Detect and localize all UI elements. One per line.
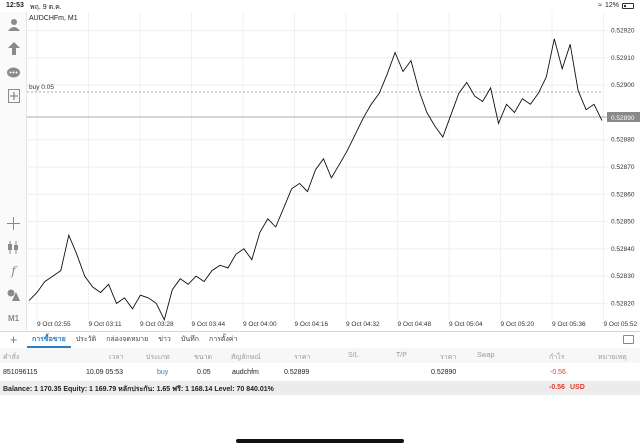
bottom-tab-bar: + การซื้อขาย ประวัติ กล่องจดหมาย ข่าว บั… — [0, 331, 640, 348]
col-symbol: สัญลักษณ์ — [231, 354, 261, 361]
status-bar: 12:53 พฤ. 9 ต.ค. ≈ 12% — [0, 0, 640, 12]
time-tick-label: 9 Oct 04:32 — [346, 321, 380, 328]
time-tick-label: 9 Oct 03:44 — [192, 321, 226, 328]
new-order-button[interactable]: + — [9, 331, 18, 347]
price-tick-label: 0.52860 — [611, 191, 635, 198]
profit-currency: USD — [570, 384, 585, 391]
balance-summary: Balance: 1 170.35 Equity: 1 169.79 หลักป… — [3, 386, 274, 393]
price-tick-label: 0.52830 — [611, 273, 635, 280]
cell-order: 851096115 — [3, 369, 38, 376]
objects-icon[interactable] — [5, 286, 22, 303]
time-tick-label: 9 Oct 05:04 — [449, 321, 483, 328]
table-row[interactable]: 851096115 10.09 05:53 buy 0.05 audchfm 0… — [0, 365, 640, 380]
status-time: 12:53 — [6, 2, 24, 9]
candles-icon[interactable] — [5, 239, 22, 256]
user-icon[interactable] — [5, 16, 22, 33]
price-tick-label: 0.52900 — [611, 82, 635, 89]
time-tick-label: 9 Oct 04:16 — [295, 321, 329, 328]
tab-news[interactable]: ข่าว — [158, 335, 171, 343]
timeframe-label[interactable]: M1 — [7, 314, 20, 323]
col-swap: Swap — [477, 352, 495, 359]
tab-trade[interactable]: การซื้อขาย — [27, 332, 71, 348]
cell-size: 0.05 — [197, 369, 211, 376]
price-tick-label: 0.52920 — [611, 28, 635, 35]
cell-open-price: 0.52899 — [284, 369, 310, 376]
cell-symbol: audchfm — [232, 369, 259, 376]
tab-mailbox[interactable]: กล่องจดหมาย — [106, 335, 149, 343]
cell-profit: -0.56 — [550, 369, 566, 376]
price-chart[interactable]: AUDCHFm, M1 0.52920 0.52910 0.52900 0.52880… — [27, 12, 640, 330]
home-indicator — [236, 439, 404, 443]
buy-line-label: buy 0.05 — [29, 84, 54, 91]
symbol-label: AUDCHFm, M1 — [29, 15, 78, 22]
left-toolbar: f M1 — [0, 12, 27, 330]
wifi-icon: ≈ — [598, 2, 602, 9]
time-tick-label: 9 Oct 05:36 — [552, 321, 586, 328]
time-tick-label: 9 Oct 02:55 — [37, 321, 71, 328]
status-right: ≈ 12% — [598, 2, 634, 9]
price-tick-label: 0.52850 — [611, 219, 635, 226]
cell-price: 0.52890 — [431, 369, 457, 376]
col-size: ขนาด — [194, 354, 213, 361]
price-tick-label: 0.52880 — [611, 137, 635, 144]
col-order: คำสั่ง — [3, 354, 20, 361]
cell-time: 10.09 05:53 — [86, 369, 123, 376]
tab-journal[interactable]: บันทึก — [180, 335, 199, 343]
arrow-up-icon[interactable] — [5, 40, 22, 57]
table-header: คำสั่ง เวลา ประเภท ขนาด สัญลักษณ์ ราคา S… — [0, 348, 640, 363]
time-tick-label: 9 Oct 05:20 — [501, 321, 535, 328]
current-price-box — [607, 112, 640, 122]
time-tick-label: 9 Oct 05:52 — [604, 321, 638, 328]
status-date: พฤ. 9 ต.ค. — [30, 4, 62, 11]
tab-history[interactable]: ประวัติ — [75, 335, 97, 343]
col-type: ประเภท — [146, 354, 170, 361]
price-tick-label: 0.52870 — [611, 164, 635, 171]
time-tick-label: 9 Oct 04:48 — [398, 321, 432, 328]
col-sl: S/L — [348, 352, 359, 359]
price-tick-label: 0.52840 — [611, 246, 635, 253]
col-open-price: ราคา — [294, 354, 311, 361]
col-profit: กำไร — [549, 354, 565, 361]
time-tick-label: 9 Oct 03:11 — [89, 321, 123, 328]
panel-menu-icon[interactable] — [623, 335, 634, 344]
current-price-label: 0.52890 — [611, 115, 635, 122]
price-tick-label: 0.52910 — [611, 55, 635, 62]
battery-percent: 12% — [604, 2, 619, 9]
time-tick-label: 9 Oct 03:28 — [140, 321, 174, 328]
crosshair-icon[interactable] — [5, 215, 22, 232]
col-tp: T/P — [396, 352, 407, 359]
chat-icon[interactable] — [5, 64, 22, 81]
chart-svg[interactable]: 0.52920 0.52910 0.52900 0.52880 0.52870 0.528… — [27, 12, 640, 330]
time-tick-label: 9 Oct 04:00 — [243, 321, 277, 328]
col-comment: หมายเหตุ — [598, 354, 627, 361]
price-series-line — [28, 38, 603, 321]
cell-type: buy — [157, 369, 169, 376]
col-time: เวลา — [109, 354, 124, 361]
balance-bar: Balance: 1 170.35 Equity: 1 169.79 หลักป… — [0, 381, 640, 395]
function-icon[interactable]: f — [11, 263, 16, 278]
tab-settings[interactable]: การตั้งค่า — [208, 335, 238, 343]
col-price: ราคา — [440, 354, 457, 361]
add-document-icon[interactable] — [5, 87, 22, 104]
total-profit: -0.56 — [549, 384, 565, 391]
battery-icon — [622, 2, 634, 9]
price-tick-label: 0.52820 — [611, 300, 635, 307]
